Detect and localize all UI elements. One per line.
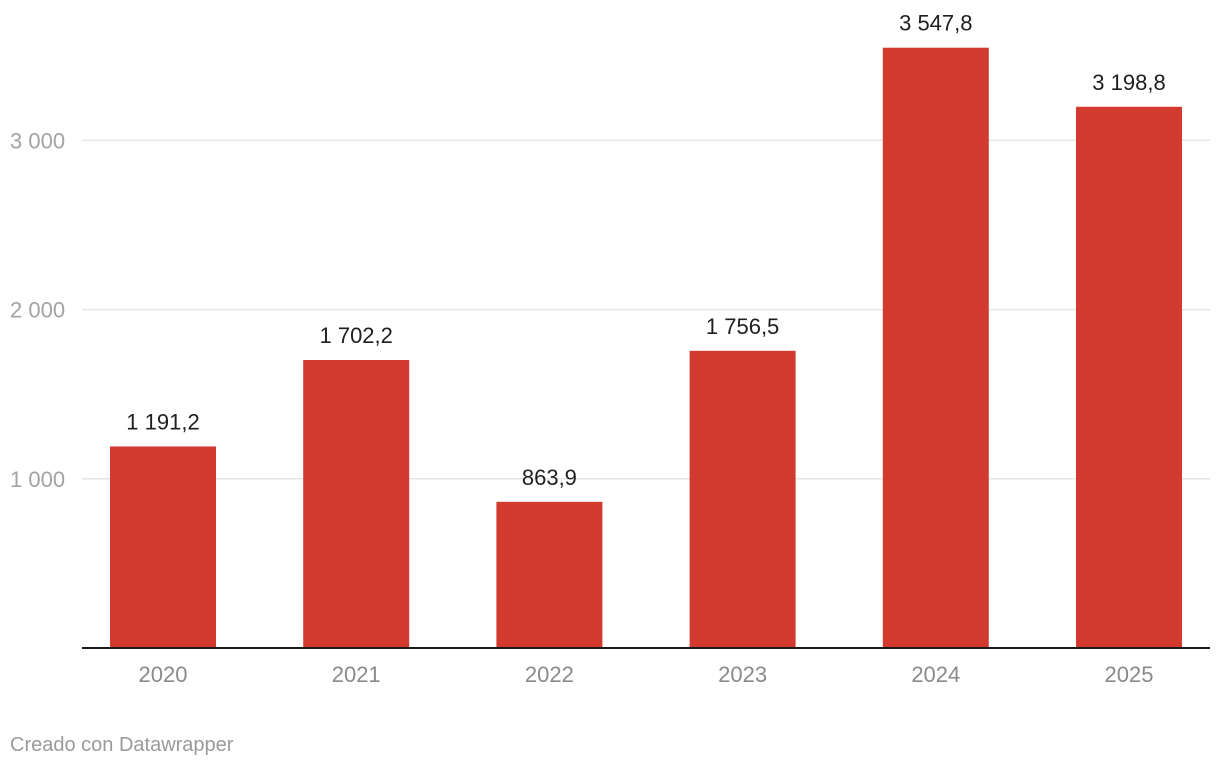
bar-2020 xyxy=(110,446,216,648)
credit-text: Creado con Datawrapper xyxy=(10,734,234,756)
x-tick-label-2024: 2024 xyxy=(911,662,960,687)
bars xyxy=(110,47,1182,649)
value-label-2025: 3 198,8 xyxy=(1092,70,1165,95)
value-label-2024: 3 547,8 xyxy=(899,11,972,36)
bar-2024 xyxy=(882,47,989,649)
gridlines: 1 000 2 000 3 000 xyxy=(10,128,1210,492)
bar-chart: 1 000 2 000 3 000 1 191,2 1 702,2 863,9 1 756… xyxy=(10,11,1210,687)
value-label-2020: 1 191,2 xyxy=(126,409,199,434)
y-tick-label: 3 000 xyxy=(10,128,65,153)
y-tick-label: 1 000 xyxy=(10,467,65,492)
bar-2021 xyxy=(303,359,410,648)
bar-2023 xyxy=(689,350,796,648)
x-axis-ticks: 2020 2021 2022 2023 2024 2025 xyxy=(139,662,1154,687)
x-tick-label-2025: 2025 xyxy=(1105,662,1154,687)
x-tick-label-2021: 2021 xyxy=(332,662,381,687)
x-tick-label-2022: 2022 xyxy=(525,662,574,687)
bar-2025 xyxy=(1076,106,1182,648)
value-label-2021: 1 702,2 xyxy=(319,323,392,348)
bar-2022 xyxy=(496,501,603,648)
value-label-2022: 863,9 xyxy=(522,465,577,490)
value-labels: 1 191,2 1 702,2 863,9 1 756,5 3 547,8 3 198,8 xyxy=(126,11,1165,490)
value-label-2023: 1 756,5 xyxy=(706,314,779,339)
x-tick-label-2020: 2020 xyxy=(139,662,188,687)
y-tick-label: 2 000 xyxy=(10,298,65,323)
x-tick-label-2023: 2023 xyxy=(718,662,767,687)
